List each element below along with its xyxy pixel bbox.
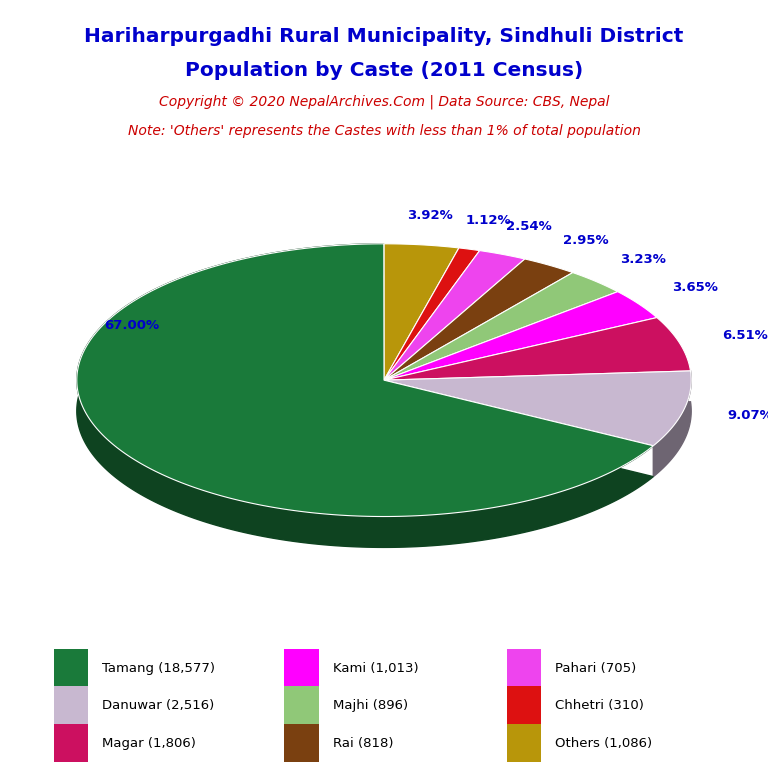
FancyBboxPatch shape — [284, 687, 319, 725]
FancyBboxPatch shape — [507, 687, 541, 725]
Text: Chhetri (310): Chhetri (310) — [555, 700, 644, 712]
Text: Population by Caste (2011 Census): Population by Caste (2011 Census) — [185, 61, 583, 81]
Text: 1.12%: 1.12% — [465, 214, 511, 227]
Polygon shape — [77, 243, 654, 517]
FancyBboxPatch shape — [54, 687, 88, 725]
FancyBboxPatch shape — [284, 649, 319, 688]
Text: Note: 'Others' represents the Castes with less than 1% of total population: Note: 'Others' represents the Castes wit… — [127, 124, 641, 138]
Text: Magar (1,806): Magar (1,806) — [102, 737, 196, 750]
Text: Copyright © 2020 NepalArchives.Com | Data Source: CBS, Nepal: Copyright © 2020 NepalArchives.Com | Dat… — [159, 94, 609, 109]
Polygon shape — [384, 318, 690, 380]
Polygon shape — [384, 250, 525, 380]
Polygon shape — [384, 259, 573, 380]
Text: 6.51%: 6.51% — [722, 329, 768, 342]
FancyBboxPatch shape — [507, 723, 541, 763]
FancyBboxPatch shape — [284, 723, 319, 763]
Text: 2.95%: 2.95% — [563, 233, 609, 247]
Polygon shape — [77, 243, 654, 548]
Text: Tamang (18,577): Tamang (18,577) — [102, 662, 215, 675]
Text: Pahari (705): Pahari (705) — [555, 662, 637, 675]
Text: 67.00%: 67.00% — [104, 319, 160, 332]
Text: Others (1,086): Others (1,086) — [555, 737, 652, 750]
FancyBboxPatch shape — [507, 649, 541, 688]
Text: 3.65%: 3.65% — [672, 281, 718, 294]
Text: Majhi (896): Majhi (896) — [333, 700, 408, 712]
Polygon shape — [384, 371, 691, 477]
Polygon shape — [384, 292, 657, 380]
Text: Danuwar (2,516): Danuwar (2,516) — [102, 700, 214, 712]
FancyBboxPatch shape — [54, 723, 88, 763]
Text: 3.23%: 3.23% — [620, 253, 666, 266]
Polygon shape — [384, 248, 480, 380]
Polygon shape — [384, 273, 617, 380]
Polygon shape — [384, 371, 691, 445]
Polygon shape — [384, 243, 459, 380]
FancyBboxPatch shape — [54, 649, 88, 688]
Text: 9.07%: 9.07% — [727, 409, 768, 422]
Text: Kami (1,013): Kami (1,013) — [333, 662, 418, 675]
Text: 2.54%: 2.54% — [506, 220, 551, 233]
Text: 3.92%: 3.92% — [407, 209, 453, 221]
Text: Rai (818): Rai (818) — [333, 737, 393, 750]
Text: Hariharpurgadhi Rural Municipality, Sindhuli District: Hariharpurgadhi Rural Municipality, Sind… — [84, 27, 684, 46]
